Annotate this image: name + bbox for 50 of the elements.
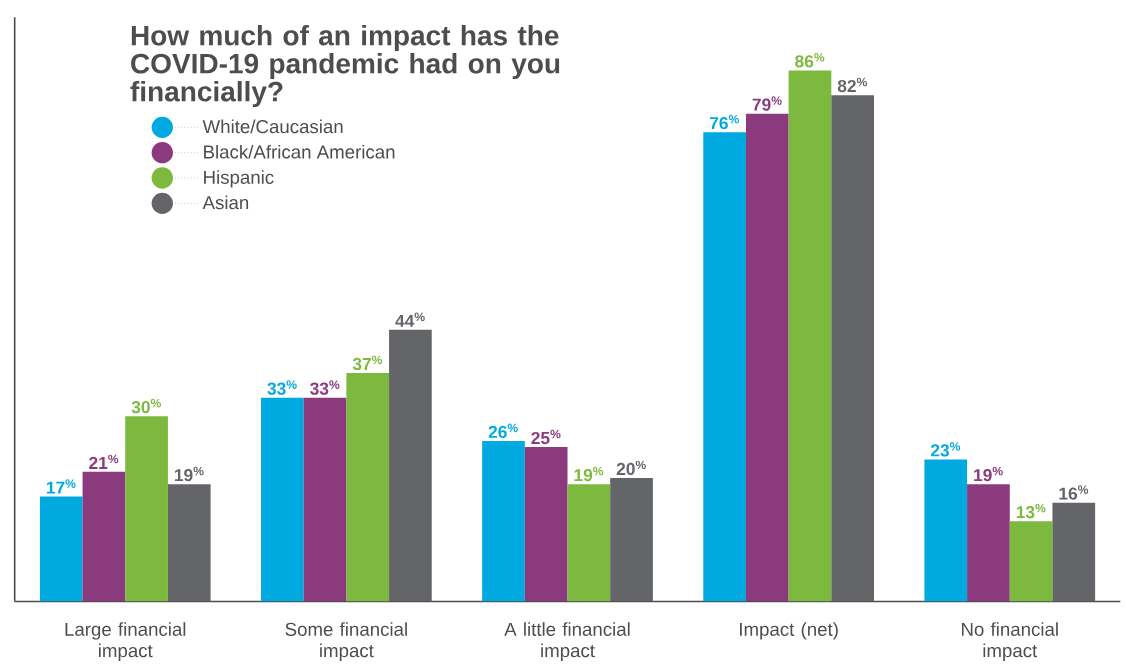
legend-label: White/Caucasian <box>202 119 343 134</box>
x-tick-label: Large financial impact <box>65 622 186 661</box>
bar <box>303 397 347 602</box>
legend-label: Asian <box>202 195 249 210</box>
data-label: 19$^{%}$ <box>174 466 204 482</box>
data-label: 16$^{%}$ <box>1059 485 1089 500</box>
data-label: 19$^{%}$ <box>974 466 1003 482</box>
chart-title: How much of an impact has the COVID-19 pandemic had on you financially? <box>130 24 560 107</box>
x-tick-label: No financial impact <box>961 622 1058 661</box>
bar <box>788 70 832 602</box>
bar <box>261 397 304 602</box>
legend-label: Black/African American <box>204 144 395 159</box>
bar <box>346 372 390 602</box>
data-label: 21$^{%}$ <box>89 454 119 469</box>
bar <box>82 471 126 602</box>
data-label: 26$^{%}$ <box>488 423 518 438</box>
bar <box>1009 521 1053 602</box>
data-label: 76$^{%}$ <box>710 114 739 130</box>
data-label: 33$^{%}$ <box>267 380 297 395</box>
data-label: 37$^{%}$ <box>352 355 383 370</box>
bar <box>482 440 525 602</box>
bar <box>610 477 653 602</box>
data-label: 86$^{%}$ <box>795 52 825 68</box>
legend-label: Hispanic <box>204 170 274 188</box>
bar <box>745 113 789 602</box>
bar <box>1052 502 1096 602</box>
bar <box>39 496 83 602</box>
data-label: 23$^{%}$ <box>930 441 961 457</box>
data-label: 82$^{%}$ <box>837 77 868 93</box>
data-label: 20$^{%}$ <box>616 460 646 475</box>
data-label: 25$^{%}$ <box>531 429 561 445</box>
bar <box>703 132 746 602</box>
bar <box>524 447 568 602</box>
bar <box>167 484 211 602</box>
x-tick-label: A little financial impact <box>504 622 630 661</box>
x-tick-label: Impact (net) <box>740 622 838 640</box>
bar <box>831 95 874 602</box>
bar <box>567 484 611 602</box>
data-label: 44$^{%}$ <box>395 312 425 327</box>
data-label: 17$^{%}$ <box>46 479 76 494</box>
bar <box>924 459 968 602</box>
bar <box>389 329 432 602</box>
x-tick-label: Some financial impact <box>285 622 407 661</box>
data-label: 79$^{%}$ <box>752 96 782 111</box>
bar <box>125 416 168 602</box>
bar <box>967 484 1010 602</box>
data-label: 33$^{%}$ <box>310 380 340 395</box>
data-label: 30$^{%}$ <box>131 398 161 414</box>
data-label: 13$^{%}$ <box>1016 503 1046 519</box>
data-label: 19$^{%}$ <box>574 466 604 482</box>
